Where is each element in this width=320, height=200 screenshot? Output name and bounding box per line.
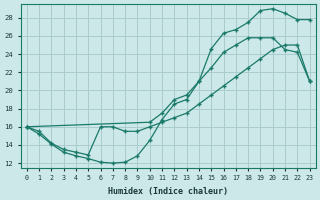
X-axis label: Humidex (Indice chaleur): Humidex (Indice chaleur)	[108, 187, 228, 196]
